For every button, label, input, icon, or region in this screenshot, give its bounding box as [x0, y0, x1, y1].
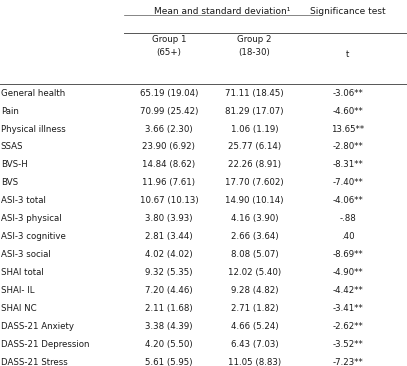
Text: ASI-3 cognitive: ASI-3 cognitive: [1, 232, 66, 241]
Text: 70.99 (25.42): 70.99 (25.42): [140, 107, 198, 116]
Text: 3.38 (4.39): 3.38 (4.39): [145, 322, 193, 331]
Text: ASI-3 physical: ASI-3 physical: [1, 214, 61, 223]
Text: -3.41**: -3.41**: [333, 304, 363, 313]
Text: SHAI total: SHAI total: [1, 268, 44, 277]
Text: 14.90 (10.14): 14.90 (10.14): [225, 196, 284, 205]
Text: -4.60**: -4.60**: [333, 107, 363, 116]
Text: (65+): (65+): [156, 48, 182, 57]
Text: 2.81 (3.44): 2.81 (3.44): [145, 232, 193, 241]
Text: BVS-H: BVS-H: [1, 160, 28, 169]
Text: 11.96 (7.61): 11.96 (7.61): [142, 178, 195, 187]
Text: -7.23**: -7.23**: [333, 358, 363, 366]
Text: DASS-21 Depression: DASS-21 Depression: [1, 340, 89, 349]
Text: ASI-3 total: ASI-3 total: [1, 196, 46, 205]
Text: -8.31**: -8.31**: [333, 160, 363, 169]
Text: 8.08 (5.07): 8.08 (5.07): [230, 250, 278, 259]
Text: 71.11 (18.45): 71.11 (18.45): [225, 89, 284, 98]
Text: 25.77 (6.14): 25.77 (6.14): [228, 142, 281, 152]
Text: -4.06**: -4.06**: [333, 196, 363, 205]
Text: Group 2: Group 2: [237, 35, 271, 44]
Text: Group 1: Group 1: [152, 35, 186, 44]
Text: -.88: -.88: [339, 214, 357, 223]
Text: 10.67 (10.13): 10.67 (10.13): [140, 196, 198, 205]
Text: ASI-3 social: ASI-3 social: [1, 250, 50, 259]
Text: 2.66 (3.64): 2.66 (3.64): [230, 232, 278, 241]
Text: 4.16 (3.90): 4.16 (3.90): [231, 214, 278, 223]
Text: BVS: BVS: [1, 178, 18, 187]
Text: 65.19 (19.04): 65.19 (19.04): [140, 89, 198, 98]
Text: Significance test: Significance test: [310, 7, 386, 16]
Text: Mean and standard deviation¹: Mean and standard deviation¹: [153, 7, 290, 16]
Text: 22.26 (8.91): 22.26 (8.91): [228, 160, 281, 169]
Text: -8.69**: -8.69**: [333, 250, 363, 259]
Text: -3.06**: -3.06**: [333, 89, 363, 98]
Text: SHAI- IL: SHAI- IL: [1, 286, 34, 295]
Text: DASS-21 Anxiety: DASS-21 Anxiety: [1, 322, 74, 331]
Text: 2.71 (1.82): 2.71 (1.82): [230, 304, 278, 313]
Text: -4.90**: -4.90**: [333, 268, 363, 277]
Text: -2.62**: -2.62**: [333, 322, 363, 331]
Text: 6.43 (7.03): 6.43 (7.03): [230, 340, 278, 349]
Text: 81.29 (17.07): 81.29 (17.07): [225, 107, 284, 116]
Text: -4.42**: -4.42**: [333, 286, 363, 295]
Text: 4.20 (5.50): 4.20 (5.50): [145, 340, 193, 349]
Text: 11.05 (8.83): 11.05 (8.83): [228, 358, 281, 366]
Text: t: t: [346, 51, 350, 59]
Text: 9.28 (4.82): 9.28 (4.82): [231, 286, 278, 295]
Text: 4.66 (5.24): 4.66 (5.24): [230, 322, 278, 331]
Text: -3.52**: -3.52**: [333, 340, 363, 349]
Text: .40: .40: [341, 232, 355, 241]
Text: 14.84 (8.62): 14.84 (8.62): [142, 160, 195, 169]
Text: 13.65**: 13.65**: [331, 124, 365, 134]
Text: 3.80 (3.93): 3.80 (3.93): [145, 214, 193, 223]
Text: 5.61 (5.95): 5.61 (5.95): [145, 358, 193, 366]
Text: -7.40**: -7.40**: [333, 178, 363, 187]
Text: 1.06 (1.19): 1.06 (1.19): [231, 124, 278, 134]
Text: Physical illness: Physical illness: [1, 124, 66, 134]
Text: 12.02 (5.40): 12.02 (5.40): [228, 268, 281, 277]
Text: DASS-21 Stress: DASS-21 Stress: [1, 358, 68, 366]
Text: -2.80**: -2.80**: [333, 142, 363, 152]
Text: 9.32 (5.35): 9.32 (5.35): [145, 268, 193, 277]
Text: General health: General health: [1, 89, 65, 98]
Text: 23.90 (6.92): 23.90 (6.92): [142, 142, 195, 152]
Text: SHAI NC: SHAI NC: [1, 304, 37, 313]
Text: (18-30): (18-30): [239, 48, 270, 57]
Text: Pain: Pain: [1, 107, 19, 116]
Text: 7.20 (4.46): 7.20 (4.46): [145, 286, 193, 295]
Text: 17.70 (7.602): 17.70 (7.602): [225, 178, 284, 187]
Text: SSAS: SSAS: [1, 142, 23, 152]
Text: 3.66 (2.30): 3.66 (2.30): [145, 124, 193, 134]
Text: 2.11 (1.68): 2.11 (1.68): [145, 304, 193, 313]
Text: 4.02 (4.02): 4.02 (4.02): [145, 250, 193, 259]
